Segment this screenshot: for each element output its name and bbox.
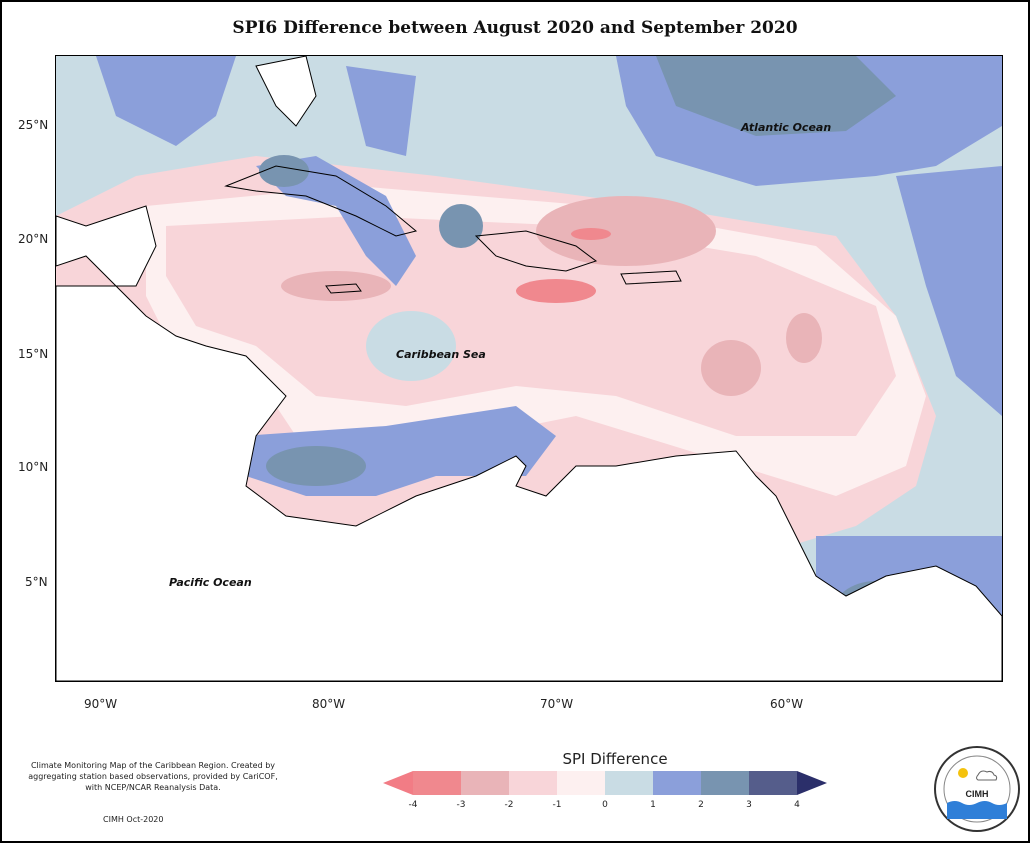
lat-label-25n: 25°N (18, 118, 49, 132)
credits-text: Climate Monitoring Map of the Caribbean … (28, 761, 278, 792)
legend-swatch-5 (605, 771, 653, 795)
credits-date: CIMH Oct-2020 (103, 815, 164, 824)
legend-swatch-6 (653, 771, 701, 795)
zone-panama-dark (266, 446, 366, 486)
legend-tick-1: 1 (650, 800, 656, 810)
land-south (56, 285, 1002, 681)
zone-bahamas-blue (346, 66, 416, 156)
zone-hispaniola-red (516, 279, 596, 303)
legend-tick-2: 2 (698, 800, 704, 810)
zone-caribbean-blue (366, 311, 456, 381)
cimh-logo: CIMH (934, 746, 1020, 832)
zone-pr-red (571, 228, 611, 240)
zone-nw-blue (96, 56, 236, 146)
lon-label-70w: 70°W (540, 697, 574, 711)
cloud-icon (976, 770, 998, 781)
land-hispaniola (474, 230, 598, 272)
map-area[interactable]: Atlantic Ocean Caribbean Sea Pacific Oce… (55, 55, 1003, 682)
zone-hispaniola-pink (536, 196, 716, 266)
waves-icon (947, 801, 1007, 819)
zone-lesser-antilles-pink (701, 340, 761, 396)
label-atlantic-ocean: Atlantic Ocean (740, 121, 831, 134)
lon-label-90w: 90°W (84, 697, 118, 711)
label-caribbean-sea: Caribbean Sea (396, 348, 486, 361)
zone-barbados-pink (786, 313, 822, 363)
legend-swatch-7 (701, 771, 749, 795)
lon-label-60w: 60°W (770, 697, 804, 711)
land-cuba (224, 165, 418, 237)
legend-tick-neg4: -4 (408, 800, 418, 810)
zone-east-blue (896, 166, 1002, 416)
legend-tick-4: 4 (794, 800, 800, 810)
legend-arrow-low (383, 771, 413, 795)
lat-label-20n: 20°N (18, 232, 49, 246)
map-title: SPI6 Difference between August 2020 and … (232, 18, 798, 38)
logo-text: CIMH (966, 789, 989, 799)
lat-label-5n: 5°N (25, 575, 48, 589)
legend-swatch-8 (749, 771, 797, 795)
map-svg: Atlantic Ocean Caribbean Sea Pacific Oce… (56, 56, 1002, 681)
legend-tick-3: 3 (746, 800, 752, 810)
legend-swatch-1 (413, 771, 461, 795)
legend-swatch-2 (461, 771, 509, 795)
legend-swatch-4 (557, 771, 605, 795)
legend-swatch-3 (509, 771, 557, 795)
zone-jamaica-pink (281, 271, 391, 301)
label-pacific-ocean: Pacific Ocean (169, 576, 252, 589)
lon-label-80w: 80°W (312, 697, 346, 711)
zone-cuba-blue (256, 156, 416, 286)
legend-colorbar (383, 771, 827, 795)
land-yucatan (56, 205, 157, 287)
zone-haiti-dark (439, 204, 483, 248)
zone-atlantic-dark (656, 56, 896, 136)
lat-label-10n: 10°N (18, 460, 49, 474)
legend-tick-0: 0 (602, 800, 608, 810)
legend-tick-neg1: -1 (552, 800, 562, 810)
sun-icon (958, 768, 968, 778)
zone-cuba-dark (259, 155, 309, 187)
lat-label-15n: 15°N (18, 347, 49, 361)
legend-tick-neg2: -2 (504, 800, 514, 810)
land-puerto-rico (620, 270, 682, 285)
legend-tick-neg3: -3 (456, 800, 466, 810)
land-jamaica (325, 283, 362, 294)
zone-light-blue (56, 56, 1002, 681)
land-florida (255, 56, 317, 127)
legend-arrow-high (797, 771, 827, 795)
legend-title: SPI Difference (562, 750, 668, 768)
